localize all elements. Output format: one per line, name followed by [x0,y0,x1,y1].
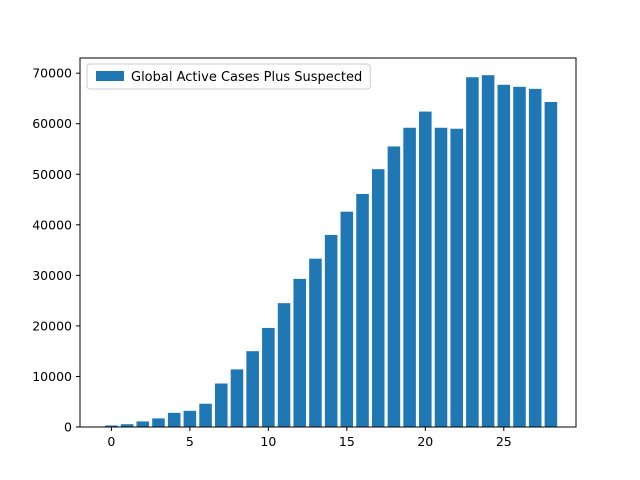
ticks-layer: 0 5 10 15 20 25 0 10000 20000 30000 40000 50000 6000… [32,66,512,449]
x-tick-label-0: 0 [107,434,115,449]
bar-8 [230,369,244,427]
bar-16 [356,193,369,427]
y-tick-label-40000: 40000 [32,217,72,232]
bar-20 [419,111,432,428]
bar-13 [309,258,322,427]
x-tick-label-20: 20 [417,434,433,449]
x-tick-label-25: 25 [496,434,512,449]
y-tick-label-30000: 30000 [32,268,72,283]
bar-9 [246,351,259,427]
legend: Global Active Cases Plus Suspected [86,63,371,90]
bar-21 [434,127,448,427]
bar-23 [466,77,479,427]
bar-7 [214,383,228,427]
bar-10 [262,327,275,427]
bar-18 [387,146,401,427]
plot-frame [79,57,577,428]
x-tick-label-5: 5 [186,434,194,449]
bar-15 [340,211,354,427]
bar-4 [167,412,181,427]
y-tick-label-70000: 70000 [32,66,72,81]
bar-24 [481,75,495,427]
y-tick-label-60000: 60000 [32,116,72,131]
y-tick-label-10000: 10000 [32,369,72,384]
x-tick-label-10: 10 [260,434,276,449]
bar-26 [513,86,526,428]
bar-1 [120,424,134,427]
bar-25 [497,84,511,428]
bar-6 [199,403,212,427]
bar-12 [293,278,307,427]
legend-swatch [96,71,124,81]
bar-14 [324,234,338,427]
bar-27 [528,88,542,428]
legend-box [86,63,371,90]
bar-22 [450,128,463,427]
y-tick-label-0: 0 [64,420,72,435]
bar-19 [403,127,416,427]
bar-28 [544,101,558,427]
bar-0 [105,425,118,427]
x-tick-label-15: 15 [339,434,355,449]
bar-11 [277,303,291,427]
bar-5 [183,410,197,427]
bars-layer [105,75,558,428]
y-tick-label-20000: 20000 [32,318,72,333]
y-tick-label-50000: 50000 [32,167,72,182]
bar-2 [136,421,150,427]
bar-17 [371,169,385,427]
legend-label: Global Active Cases Plus Suspected [131,70,362,85]
bar-3 [152,418,165,427]
